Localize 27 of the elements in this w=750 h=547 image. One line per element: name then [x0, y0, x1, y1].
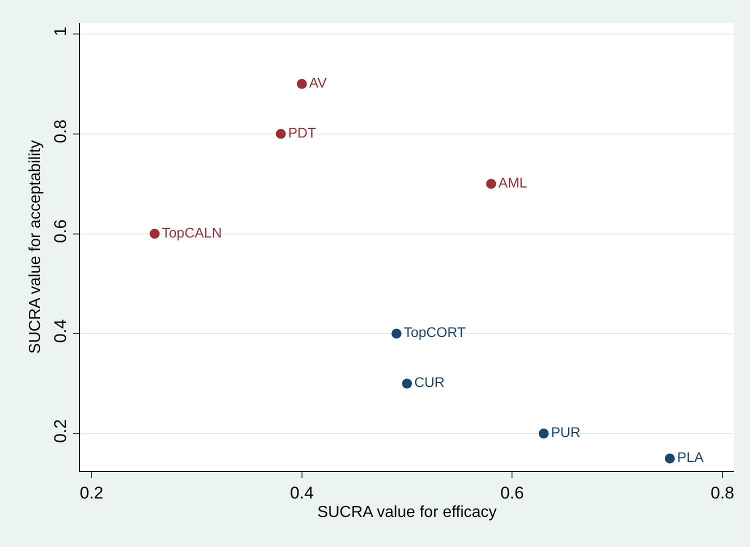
y-axis-title: SUCRA value for acceptability — [27, 140, 44, 354]
series-label: PDT — [288, 124, 317, 140]
y-tick-label: 1 — [51, 26, 70, 36]
x-axis-title: SUCRA value for efficacy — [317, 504, 497, 522]
series-label: CUR — [414, 374, 445, 390]
series-label: AML — [498, 174, 528, 190]
series-label: PUR — [550, 424, 581, 440]
y-tick-label: 0.8 — [51, 120, 70, 144]
point — [486, 178, 496, 189]
point — [391, 328, 402, 339]
y-tick-label: 0.4 — [51, 319, 70, 343]
series-label: PLA — [677, 449, 704, 466]
y-tick-label: 0.6 — [51, 219, 70, 244]
point — [538, 428, 549, 439]
point — [402, 378, 412, 389]
x-tick-label: 0.8 — [710, 483, 734, 502]
point — [276, 128, 286, 139]
series-label: TopCORT — [404, 324, 466, 340]
point — [296, 78, 307, 89]
x-tick-label: 0.2 — [80, 483, 104, 502]
series-label: AV — [309, 74, 328, 90]
series-label: TopCALN — [162, 224, 222, 240]
point — [150, 228, 160, 239]
x-tick-label: 0.6 — [500, 483, 524, 502]
x-tick-label: 0.4 — [290, 483, 314, 502]
y-tick-label: 0.2 — [51, 419, 70, 443]
point — [664, 454, 675, 464]
